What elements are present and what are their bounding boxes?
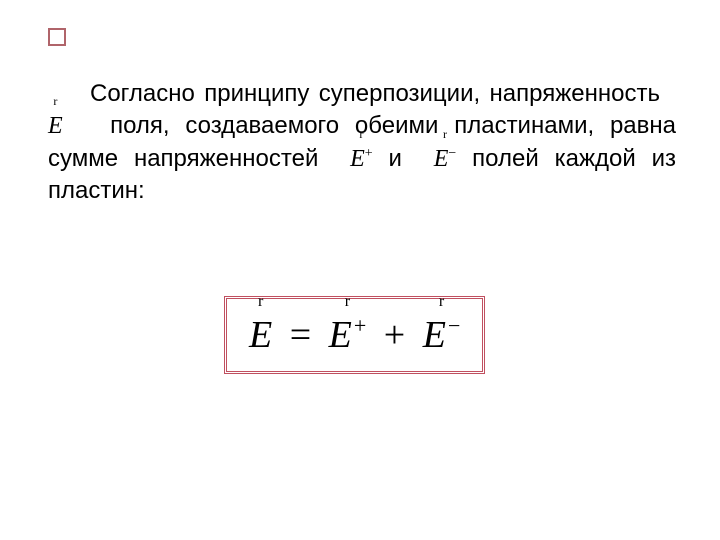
formula-vector-E-plus: r E+ xyxy=(329,313,367,357)
formula-vector-E-minus: r E− xyxy=(423,313,461,357)
vector-E-inline: r E xyxy=(48,110,63,142)
vector-E-plus-inline: r E+ xyxy=(350,143,373,175)
vector-arrow-icon: r xyxy=(439,293,444,311)
vector-arrow-icon: r xyxy=(53,93,57,109)
corner-bullet xyxy=(48,28,66,46)
paragraph-body: Согласно принципу суперпозиции, напряжен… xyxy=(48,78,676,208)
equals-sign: = xyxy=(290,314,311,356)
vector-arrow-icon: r xyxy=(345,293,350,311)
formula-box: r E = r E+ + r E− xyxy=(224,296,485,374)
superposition-formula: r E = r E+ + r E− xyxy=(249,313,460,357)
paragraph-text-3: и xyxy=(389,145,418,172)
vector-arrow-icon: r xyxy=(258,293,263,311)
plus-sign: + xyxy=(384,314,405,356)
paragraph-text-1: Согласно принципу суперпозиции, напряжен… xyxy=(90,80,669,107)
vector-arrow-icon: r xyxy=(359,126,363,142)
vector-arrow-icon: r xyxy=(443,126,447,142)
vector-E-minus-inline: r E− xyxy=(434,143,457,175)
formula-vector-E: r E xyxy=(249,313,272,357)
